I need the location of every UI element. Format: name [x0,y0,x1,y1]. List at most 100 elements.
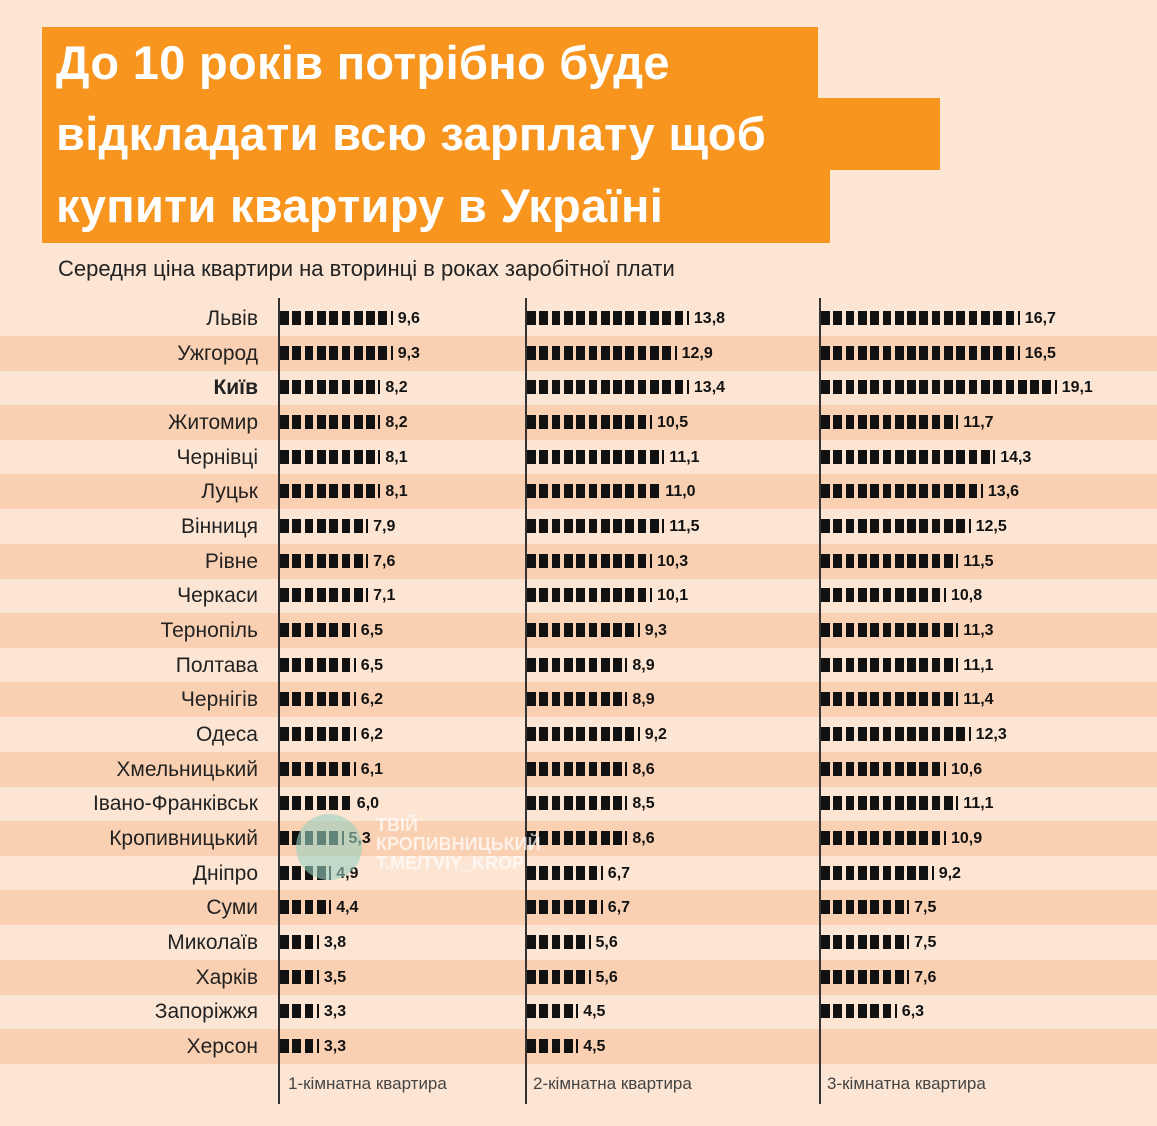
bar-fraction [1017,311,1020,325]
bar-unit [600,553,610,568]
bar-unit [341,657,351,672]
value-label: 10,1 [657,587,689,605]
bar-fraction [956,415,959,429]
bar-unit [845,553,855,568]
value-label: 11,1 [963,795,994,813]
bar-unit [292,865,302,880]
bar-unit [588,380,598,395]
bar-unit [551,380,561,395]
bar-unit [907,692,916,707]
bar-unit [821,657,830,672]
bar-unit [857,553,867,568]
category-label: Львів [206,307,258,330]
bar-unit [280,935,289,950]
bar-unit [944,727,953,742]
bar-unit [316,692,326,707]
category-label: Івано-Франківськ [92,792,258,816]
value-label: 7,6 [373,552,396,570]
bar-unit [845,449,855,464]
bar-unit [329,484,338,499]
bar-unit [329,449,338,464]
bar-unit [821,623,830,638]
bar-unit [527,1039,536,1054]
bar-unit [353,484,363,499]
bar-unit [588,484,598,499]
bar-unit [613,484,622,499]
bar-fraction [390,345,393,360]
value-label: 8,2 [385,379,408,397]
bar-unit [304,727,314,742]
bar-unit [821,969,830,984]
bar-unit [919,519,929,534]
bar-unit [551,415,561,429]
value-label: 5,6 [595,934,618,952]
bar-unit [576,345,585,360]
bar-unit [366,415,375,429]
bar-unit [588,865,598,880]
bar-unit [551,969,561,984]
bar-unit [625,588,635,603]
bar-unit [625,345,635,360]
bar-unit [662,380,672,395]
value-label: 7,5 [914,899,937,917]
bar-unit [316,519,326,534]
bar-unit [576,969,585,984]
bar-fraction [662,519,665,534]
bar-unit [527,311,536,325]
value-label: 14,3 [1000,448,1032,466]
bar-unit [316,761,326,776]
bar-unit [857,415,867,429]
bar-unit [845,796,855,811]
bar-unit [907,553,916,568]
bar-unit [280,519,289,534]
bar-unit [280,1004,289,1019]
bar-unit [329,553,338,568]
bar-unit [857,796,867,811]
bar-unit [821,900,830,915]
bar-unit [280,657,289,672]
bar-unit [857,727,867,742]
bar-unit [931,449,941,464]
bar-unit [956,484,966,499]
bar-unit [576,380,585,395]
bar-unit [576,900,585,915]
bar-fraction [625,796,628,811]
bar-unit [919,761,929,776]
value-label: 10,5 [657,414,689,431]
bar-unit [292,1039,302,1054]
bar-unit [292,553,302,568]
bar-unit [968,311,978,325]
bar-fraction [968,727,971,742]
bar-unit [931,311,941,325]
bar-fraction [894,1004,897,1019]
bar-unit [304,623,314,638]
bar-unit [551,900,561,915]
axis-line-1 [278,298,280,1104]
bar-unit [563,553,573,568]
bar-unit [292,761,302,776]
bar-unit [292,796,302,811]
bar-unit [870,761,879,776]
bar-unit [613,831,622,846]
value-label: 10,9 [951,830,983,848]
row-stripe [0,1029,1157,1065]
bar-unit [857,519,867,534]
value-label: 11,7 [963,414,994,431]
axis-line-2 [525,298,527,1104]
bar-unit [304,380,314,395]
bar-unit [870,900,879,915]
bar-unit [588,796,598,811]
bar-unit [588,657,598,672]
bar-unit [1005,380,1015,395]
bar-unit [931,553,941,568]
bar-unit [919,831,929,846]
bar-unit [845,831,855,846]
watermark-logo-icon [296,814,362,880]
bar-unit [907,727,916,742]
bar-unit [845,484,855,499]
watermark-line: ТВІЙ [376,815,418,835]
bar-unit [551,484,561,499]
title-line-3: купити квартиру в Україні [42,170,830,243]
bar-unit [539,1039,549,1054]
bar-unit [944,796,953,811]
